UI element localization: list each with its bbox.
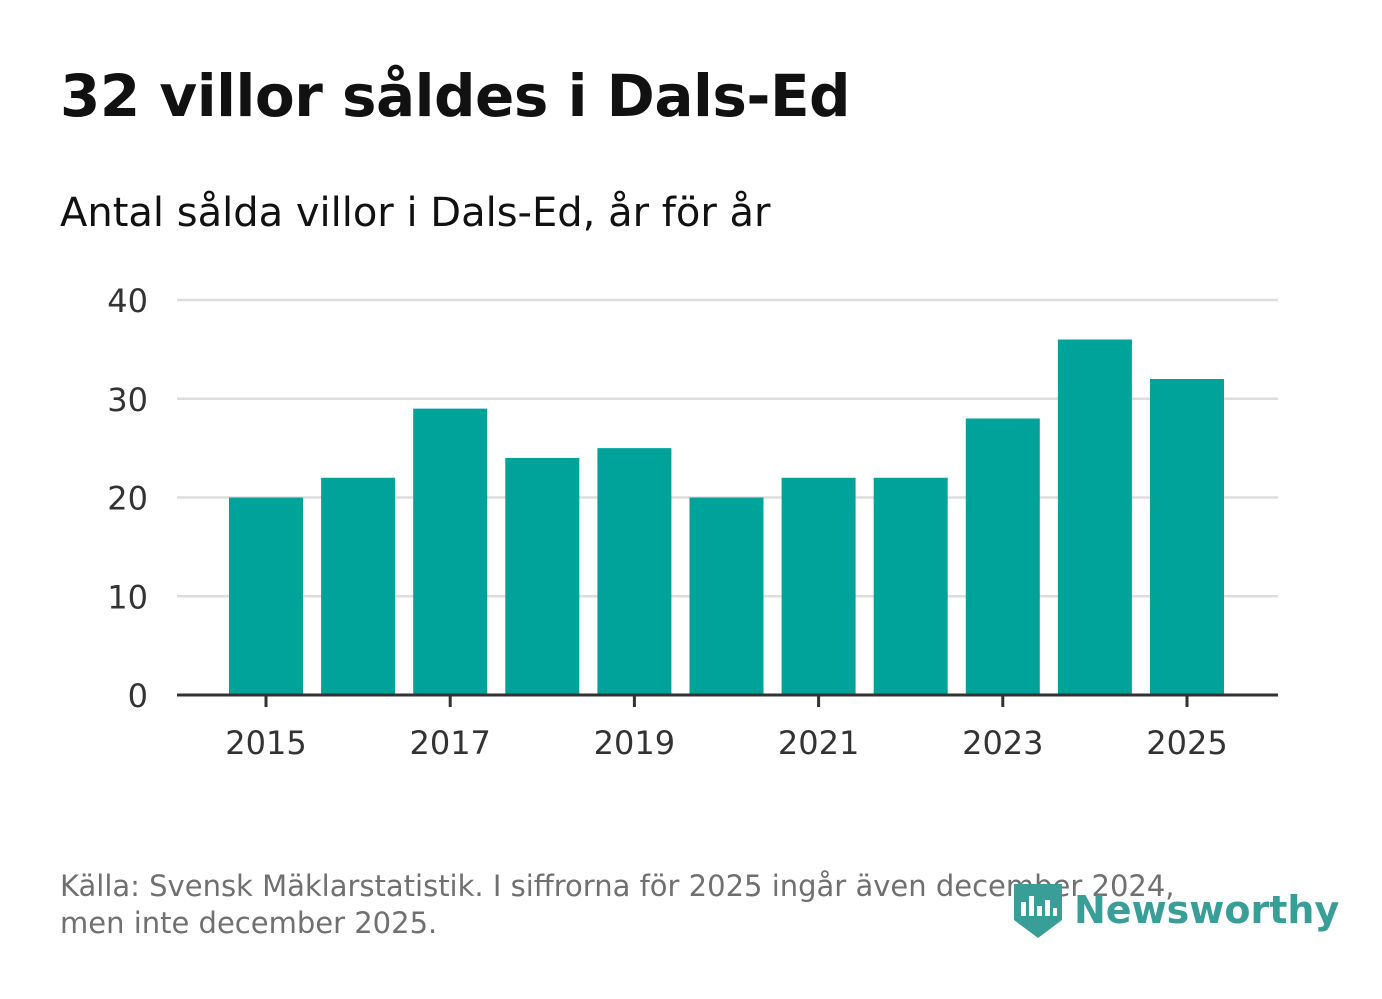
y-tick-label: 10	[107, 578, 148, 616]
x-tick-label: 2015	[225, 724, 306, 762]
axes: 0 10 20 30 40 2015 2017 2019 2021 2023 2025	[107, 282, 1278, 762]
x-tick-label: 2017	[409, 724, 490, 762]
bar-2021	[781, 477, 856, 695]
source-note: Källa: Svensk Mäklarstatistik. I siffror…	[60, 868, 1260, 942]
x-tick-label: 2021	[778, 724, 859, 762]
newsworthy-logo-icon	[1014, 884, 1062, 938]
newsworthy-logo: Newsworthy	[1012, 880, 1339, 940]
bar-2025	[1150, 379, 1224, 695]
y-tick-label: 30	[107, 381, 148, 419]
bar-2024	[1057, 339, 1132, 695]
bar-2022	[873, 477, 948, 695]
bars	[229, 339, 1224, 695]
bar-2019	[597, 448, 672, 695]
x-tick-label: 2025	[1146, 724, 1227, 762]
bar-2017	[413, 408, 488, 695]
x-tick-label: 2023	[962, 724, 1043, 762]
x-tick-label: 2019	[594, 724, 675, 762]
bar-2018	[505, 458, 580, 695]
bar-2020	[689, 497, 764, 695]
bar-2016	[321, 477, 396, 695]
y-tick-label: 40	[107, 282, 148, 320]
y-tick-label: 0	[128, 677, 148, 715]
bar-2015	[229, 497, 303, 695]
chart-title: 32 villor såldes i Dals-Ed	[60, 62, 851, 130]
chart-subtitle: Antal sålda villor i Dals-Ed, år för år	[60, 190, 771, 236]
source-note-line-1: Källa: Svensk Mäklarstatistik. I siffror…	[60, 869, 1175, 903]
source-note-line-2: men inte december 2025.	[60, 906, 438, 940]
y-tick-label: 20	[107, 480, 148, 518]
bar-2023	[965, 418, 1040, 695]
logo-text: Newsworthy	[1074, 888, 1340, 932]
